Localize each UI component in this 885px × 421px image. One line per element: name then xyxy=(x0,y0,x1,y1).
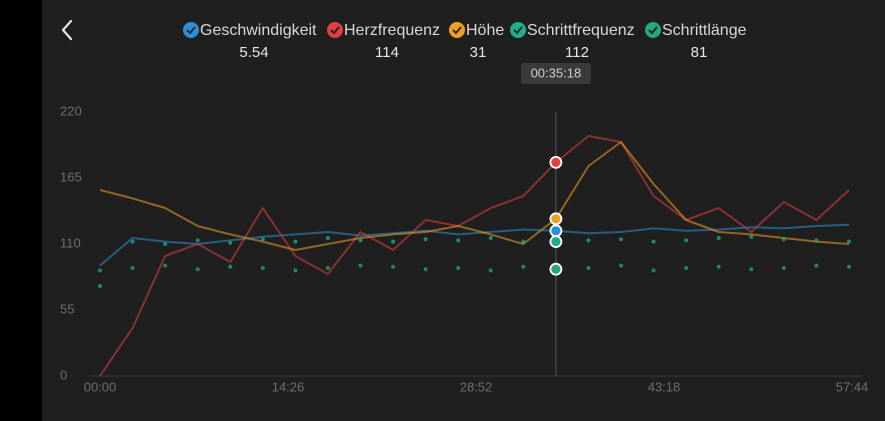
legend-check-mark xyxy=(513,26,523,35)
series-dot xyxy=(423,267,428,272)
series-dot xyxy=(488,236,493,240)
legend-item[interactable]: Schrittfrequenz xyxy=(510,22,635,39)
series-dot xyxy=(98,268,102,273)
screen-bg xyxy=(42,0,885,421)
series-dot xyxy=(586,238,591,243)
series-dot xyxy=(846,239,851,244)
series-dot xyxy=(195,238,200,243)
series-dot xyxy=(586,266,591,270)
legend-check xyxy=(327,22,343,38)
legend-label: Herzfrequenz xyxy=(344,22,440,39)
series-dot xyxy=(195,267,200,272)
series-dot xyxy=(391,264,396,269)
series-dot xyxy=(163,263,168,268)
series-dot xyxy=(684,238,689,243)
series-dot xyxy=(358,263,363,268)
legend-check-mark xyxy=(186,26,196,35)
series-dot xyxy=(651,268,656,273)
back-button[interactable] xyxy=(61,19,73,41)
y-tick-label: 165 xyxy=(60,169,82,184)
x-tick-label: 28:52 xyxy=(460,379,493,394)
series-dot xyxy=(716,236,721,240)
series-dot xyxy=(325,236,330,240)
series-dot xyxy=(423,237,428,242)
legend-item[interactable]: Höhe xyxy=(449,22,504,39)
y-tick-label: 0 xyxy=(60,367,67,382)
series-dot xyxy=(749,234,754,239)
series-dot xyxy=(130,266,135,270)
y-tick-label: 110 xyxy=(60,235,81,250)
series-dot xyxy=(651,239,656,244)
cursor-marker xyxy=(549,155,563,169)
series-dot xyxy=(521,264,526,269)
series-dot xyxy=(391,239,396,244)
legend-item[interactable]: Geschwindigkeit xyxy=(183,22,317,39)
cursor-tooltip: 00:35:18 xyxy=(531,65,582,80)
legend-label: Schrittlänge xyxy=(662,22,747,39)
legend-item[interactable]: Herzfrequenz xyxy=(327,22,440,39)
series-dot xyxy=(130,239,135,244)
legend-check xyxy=(183,22,199,38)
legend-check xyxy=(510,22,526,38)
legend-item[interactable]: Schrittlänge xyxy=(645,22,747,39)
series-dot xyxy=(814,263,819,268)
series-dot xyxy=(619,263,624,268)
series-line xyxy=(99,135,850,377)
legend-check-mark xyxy=(452,26,462,35)
legend-check xyxy=(645,22,661,38)
legend-label: Schrittfrequenz xyxy=(527,22,635,39)
legend-value: 31 xyxy=(470,44,487,61)
series-dot xyxy=(846,264,851,269)
series-dot xyxy=(260,237,265,242)
series-dot xyxy=(228,240,233,245)
series-dot xyxy=(228,264,233,269)
legend-check-mark xyxy=(330,26,340,35)
cursor-tooltip-bg xyxy=(520,63,591,84)
cursor-marker xyxy=(549,235,563,249)
legend-value: 112 xyxy=(565,44,589,61)
series-dot xyxy=(781,266,786,270)
legend-value: 81 xyxy=(691,44,708,61)
series-dot xyxy=(716,264,721,269)
series-dot xyxy=(163,242,168,246)
x-tick-label: 57:44 xyxy=(836,379,869,394)
series-dot xyxy=(260,266,265,270)
x-tick-label: 43:18 xyxy=(648,379,681,394)
series-dot xyxy=(325,266,330,270)
y-tick-label: 220 xyxy=(60,103,82,118)
series-dot xyxy=(814,238,819,243)
series-dot xyxy=(488,268,493,273)
series-dot xyxy=(456,266,461,270)
x-tick-label: 14:26 xyxy=(272,379,305,394)
series-dot xyxy=(521,239,526,244)
legend-value: 5.54 xyxy=(239,44,268,61)
legend-label: Geschwindigkeit xyxy=(200,22,317,39)
series-dot xyxy=(98,284,102,288)
series-dot xyxy=(456,238,461,243)
series-dot xyxy=(781,237,786,242)
series-dot xyxy=(684,266,689,270)
series-line xyxy=(99,141,850,251)
series-line xyxy=(99,223,850,267)
series-dot xyxy=(358,238,363,243)
x-tick-label: 00:00 xyxy=(84,379,117,394)
series-dot xyxy=(749,267,754,272)
legend-label: Höhe xyxy=(466,22,504,39)
legend-check-mark xyxy=(648,26,658,35)
legend-value: 114 xyxy=(375,44,399,61)
series-dot xyxy=(619,237,624,242)
series-dot xyxy=(293,268,298,273)
cursor-marker xyxy=(549,262,563,276)
series-dot xyxy=(293,239,298,244)
y-tick-label: 55 xyxy=(60,301,74,316)
cursor-marker xyxy=(549,224,563,238)
cursor-marker xyxy=(549,212,563,226)
legend-check xyxy=(449,22,465,38)
